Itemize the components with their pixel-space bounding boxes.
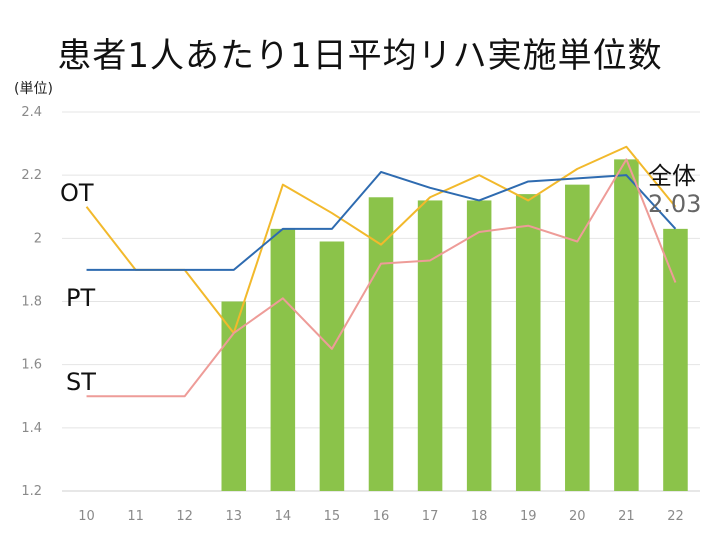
bar-total (614, 159, 639, 491)
bar-total (565, 184, 590, 491)
x-tick-label: 22 (667, 509, 684, 524)
x-tick-label: 14 (275, 509, 292, 524)
y-tick-label: 2.2 (21, 168, 42, 183)
x-tick-label: 20 (569, 509, 586, 524)
total-latest-value: 2.03 (648, 190, 702, 218)
bar-total (466, 200, 492, 491)
bar-total (417, 200, 443, 491)
chart-title: 患者1人あたり1日平均リハ実施単位数 (57, 36, 663, 76)
bar-total (663, 228, 688, 491)
pt-series-label: PT (66, 284, 96, 312)
x-tick-label: 12 (176, 509, 193, 524)
st-series-label: ST (66, 368, 96, 396)
y-tick-label: 2 (34, 231, 42, 246)
x-tick-label: 13 (225, 509, 242, 524)
y-tick-label: 1.4 (21, 421, 42, 436)
line-pt (86, 171, 677, 271)
total-series-label: 全体 (648, 162, 696, 190)
bar-total (368, 197, 394, 491)
x-tick-label: 21 (618, 509, 635, 524)
x-tick-label: 10 (78, 509, 95, 524)
y-tick-label: 2.4 (21, 105, 42, 120)
x-tick-label: 11 (127, 509, 144, 524)
x-tick-label: 19 (520, 509, 537, 524)
bar-total (319, 241, 345, 491)
bar-total (270, 228, 296, 491)
line-st (86, 158, 677, 398)
x-tick-label: 16 (373, 509, 390, 524)
x-tick-label: 17 (422, 509, 439, 524)
y-axis-unit-label: (単位) (14, 81, 53, 97)
bar-total (515, 194, 541, 491)
y-tick-label: 1.8 (21, 295, 42, 310)
x-tick-label: 18 (471, 509, 488, 524)
ot-series-label: OT (60, 179, 94, 207)
x-tick-label: 15 (324, 509, 341, 524)
y-tick-label: 1.6 (21, 358, 42, 373)
y-tick-label: 1.2 (21, 484, 42, 499)
